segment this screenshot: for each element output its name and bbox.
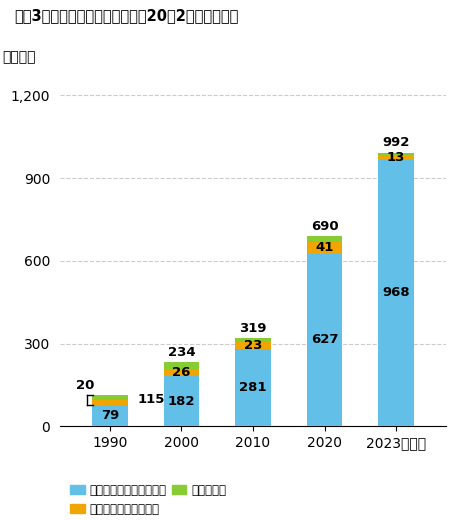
Bar [306,253,341,426]
Text: 319: 319 [239,322,266,335]
Bar [235,343,270,349]
Text: 992: 992 [381,136,409,149]
Text: 690: 690 [310,219,338,232]
Text: 968: 968 [381,287,409,300]
Text: 234: 234 [167,345,195,358]
Text: 115: 115 [137,393,164,406]
Text: 41: 41 [315,241,333,254]
Bar [92,395,128,400]
Text: 23: 23 [243,339,262,352]
Bar [163,369,199,376]
Bar [92,400,128,405]
Text: 79: 79 [101,409,119,422]
Text: 182: 182 [168,395,195,408]
Bar [377,159,413,426]
Bar [377,152,413,155]
Text: 281: 281 [239,381,266,394]
Bar [377,155,413,159]
Legend: 住宅・土地のための負債, 住宅・土地以外の負債, 月賦・年賦: 住宅・土地のための負債, 住宅・土地以外の負債, 月賦・年賦 [66,479,230,520]
Text: （万円）: （万円） [2,50,35,64]
Bar [163,362,199,369]
Bar [306,242,341,253]
Bar [163,376,199,426]
Text: 13: 13 [386,151,404,164]
Bar [92,405,128,426]
Bar [306,236,341,242]
Text: 20: 20 [76,379,95,392]
Text: 26: 26 [172,366,190,379]
Text: 627: 627 [310,333,337,346]
Bar [235,349,270,426]
Bar [235,339,270,343]
Text: 図表3　家計負債の種類別残高（20代2人以上世帯）: 図表3 家計負債の種類別残高（20代2人以上世帯） [14,8,238,23]
